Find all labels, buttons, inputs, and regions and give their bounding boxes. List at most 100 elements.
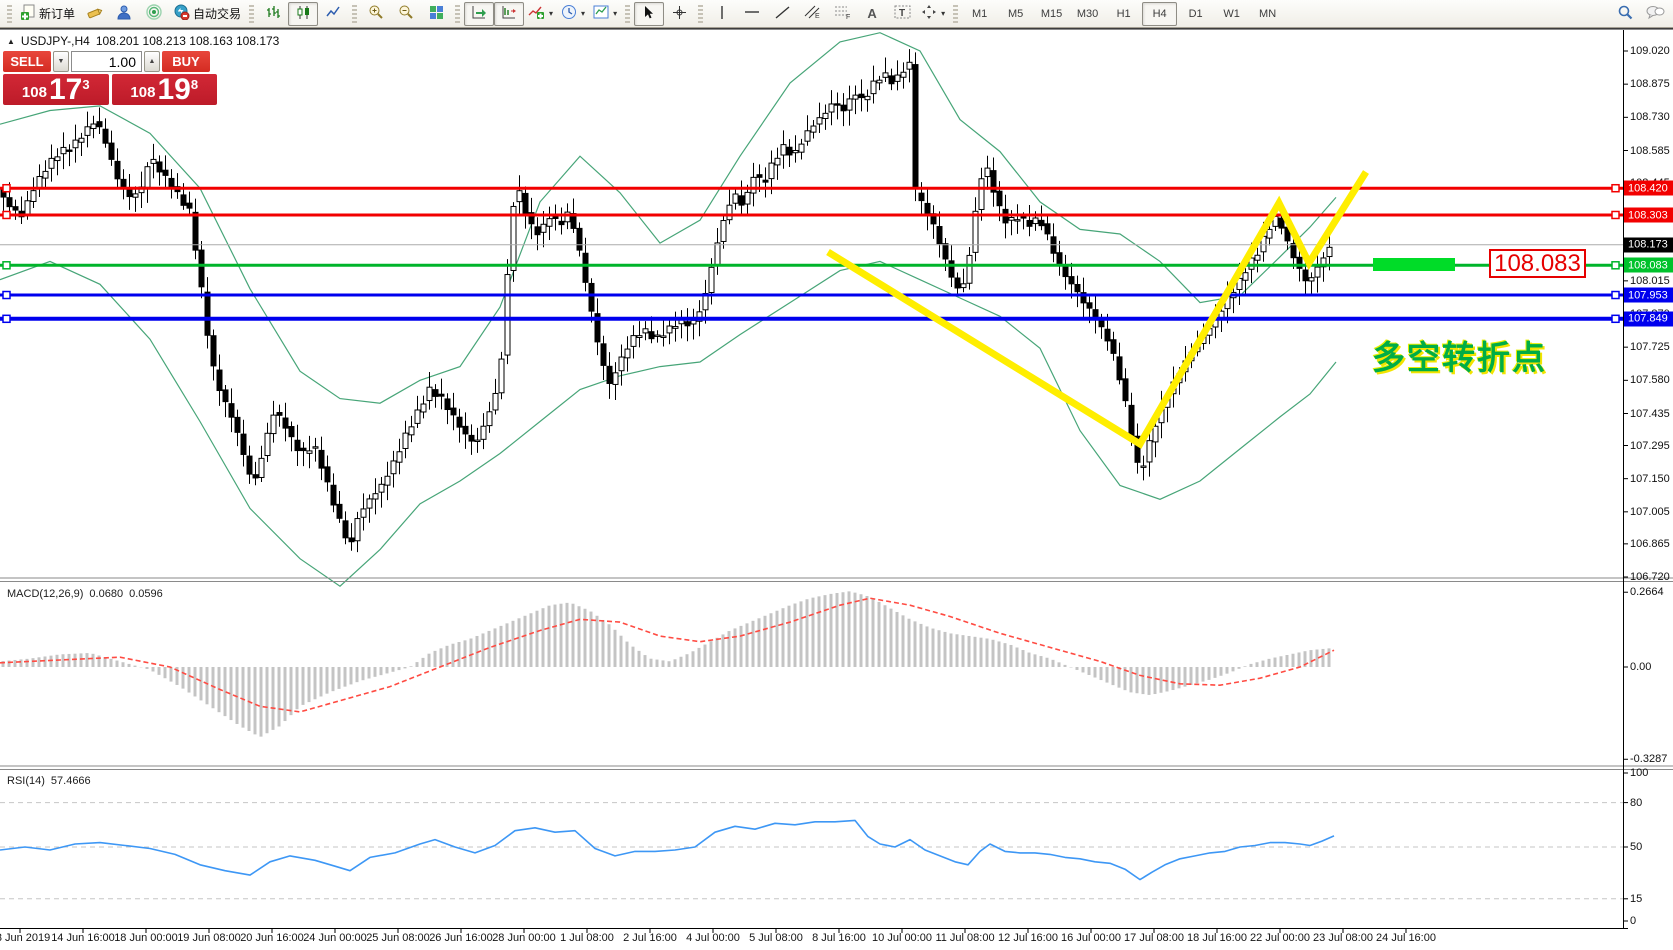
line-anchor-handle[interactable] <box>1611 314 1620 324</box>
candle-body <box>936 226 943 245</box>
indicators-button[interactable]: ▾ <box>524 2 557 26</box>
timeframe-button-m5[interactable]: M5 <box>1007 7 1024 20</box>
price-tick-label: 107.725 <box>1630 341 1670 354</box>
candle-body <box>24 200 31 216</box>
trendline-button[interactable] <box>767 2 797 26</box>
volume-up-button[interactable]: ▲ <box>144 51 160 72</box>
cursor-button[interactable] <box>634 1 665 26</box>
candle-body <box>642 328 649 334</box>
candle-body <box>12 206 19 211</box>
tile-windows-button[interactable] <box>421 2 451 26</box>
metaeditor-button[interactable] <box>79 2 109 26</box>
chart-canvas[interactable] <box>0 28 1673 950</box>
line-anchor-handle[interactable] <box>2 261 11 270</box>
time-label: 5 Jul 08:00 <box>749 932 803 944</box>
timeframe-button-mn[interactable]: MN <box>1259 7 1277 20</box>
candle-body <box>1056 252 1063 265</box>
signals-button[interactable] <box>139 2 169 26</box>
candle-body <box>390 460 397 475</box>
periods-dropdown-button[interactable]: ▾ <box>557 2 589 26</box>
candle-body <box>1278 217 1285 229</box>
candle-body <box>1152 425 1159 443</box>
toolbar-grip[interactable] <box>953 4 959 23</box>
arrows-dropdown-button[interactable]: ▾ <box>917 2 949 26</box>
chart-annotation-text[interactable]: 多空转折点 <box>1372 339 1547 376</box>
toolbar-grip[interactable] <box>7 4 12 23</box>
bar-chart-button[interactable] <box>258 2 288 26</box>
candle-body <box>1122 378 1129 402</box>
candle-body <box>204 291 211 336</box>
candle-body <box>1062 265 1069 278</box>
bollinger-upper-line <box>0 32 1337 404</box>
candle-body <box>270 414 277 435</box>
candle-body <box>528 212 535 225</box>
line-anchor-handle[interactable] <box>2 210 11 220</box>
timeframe-button-w1[interactable]: W1 <box>1223 7 1240 20</box>
horizontal-line-button[interactable] <box>737 2 767 26</box>
candle-body <box>1248 257 1255 270</box>
vertical-line-button[interactable] <box>707 2 737 26</box>
chat-button[interactable] <box>1640 2 1670 26</box>
text-label-button[interactable]: T <box>887 2 917 26</box>
time-label: 11 Jul 08:00 <box>935 932 995 944</box>
candle-body <box>1086 302 1093 309</box>
macd-value-main: 0.0680 <box>89 588 124 600</box>
search-button[interactable] <box>1610 2 1640 26</box>
timeframe-button-d1[interactable]: D1 <box>1188 7 1203 20</box>
price-label-box[interactable]: 108.083 <box>1489 249 1586 278</box>
buy-price-button[interactable]: 108 19 8 <box>111 74 217 105</box>
line-anchor-handle[interactable] <box>2 314 11 324</box>
candle-body <box>732 193 739 204</box>
line-anchor-handle[interactable] <box>2 183 11 193</box>
timeframe-button-h4[interactable]: H4 <box>1142 1 1178 26</box>
market-depth-button[interactable] <box>109 2 139 26</box>
equidistant-channel-button[interactable]: E <box>797 2 827 26</box>
toolbar-grip[interactable] <box>352 4 358 23</box>
chart-shift-button[interactable] <box>494 1 525 26</box>
rsi-label-row: RSI(14) 57.4666 <box>7 775 97 787</box>
zoom-out-button[interactable] <box>391 2 421 26</box>
candle-body <box>66 149 73 152</box>
price-level-badge: 107.953 <box>1624 287 1673 303</box>
yellow-trendline[interactable] <box>826 170 1369 449</box>
line-chart-button[interactable] <box>318 2 348 26</box>
toolbar-grip[interactable] <box>625 4 631 23</box>
candle-body <box>1074 284 1081 293</box>
collapse-panel-icon[interactable]: ▲ <box>7 36 15 46</box>
candle-body <box>1254 254 1261 261</box>
rsi-label: RSI(14) <box>7 775 45 787</box>
auto-scroll-button[interactable] <box>464 1 495 26</box>
candlestick-chart-button[interactable] <box>288 1 319 26</box>
timeframe-button-m1[interactable]: M1 <box>971 7 988 20</box>
sell-price-button[interactable]: 108 17 3 <box>3 74 109 105</box>
sell-button[interactable]: SELL <box>3 51 51 72</box>
line-anchor-handle[interactable] <box>1611 261 1620 270</box>
new-order-button[interactable]: 新订单 <box>16 2 79 26</box>
line-anchor-handle[interactable] <box>1611 183 1620 193</box>
buy-button[interactable]: BUY <box>162 51 210 72</box>
text-button[interactable]: A <box>857 2 887 26</box>
crosshair-button[interactable] <box>664 2 694 26</box>
timeframe-button-h1[interactable]: H1 <box>1116 7 1131 20</box>
autotrading-button[interactable]: 自动交易 <box>169 2 245 26</box>
green-highlight-bar[interactable] <box>1373 258 1455 271</box>
candle-body <box>192 211 199 251</box>
volume-input[interactable] <box>71 51 142 72</box>
candle-body <box>624 348 631 359</box>
candle-body <box>612 372 619 385</box>
toolbar-grip[interactable] <box>249 4 255 23</box>
zoom-in-button[interactable] <box>361 2 391 26</box>
timeframe-button-m15[interactable]: M15 <box>1040 7 1063 20</box>
timeframe-button-m30[interactable]: M30 <box>1076 7 1099 20</box>
candle-body <box>966 254 973 284</box>
volume-down-button[interactable]: ▼ <box>53 51 69 72</box>
time-label: 18 Jul 16:00 <box>1187 932 1247 944</box>
toolbar-grip[interactable] <box>455 4 461 23</box>
line-anchor-handle[interactable] <box>1611 210 1620 220</box>
templates-dropdown-button[interactable]: ▾ <box>589 2 621 26</box>
fibonacci-button[interactable]: F <box>827 2 857 26</box>
line-anchor-handle[interactable] <box>1611 290 1620 300</box>
toolbar-grip[interactable] <box>698 4 704 23</box>
line-anchor-handle[interactable] <box>2 290 11 300</box>
candle-body <box>6 197 13 208</box>
